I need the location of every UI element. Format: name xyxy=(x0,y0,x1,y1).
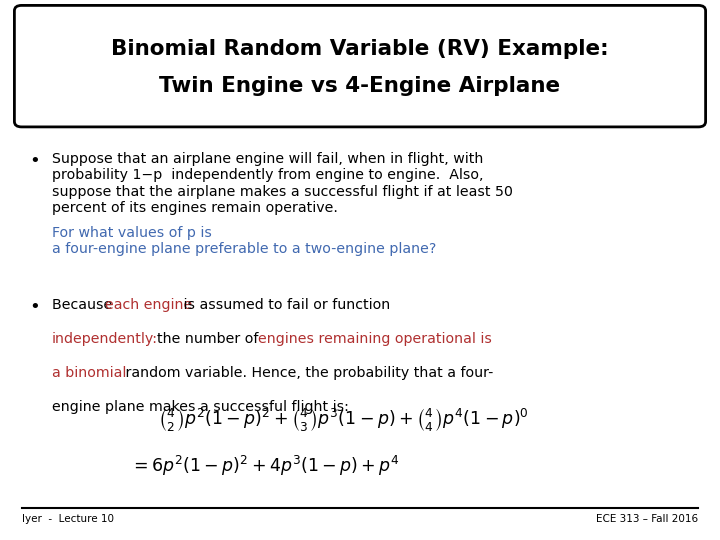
FancyBboxPatch shape xyxy=(14,5,706,127)
Text: independently:: independently: xyxy=(52,332,158,346)
Text: engine plane makes a successful flight is:: engine plane makes a successful flight i… xyxy=(52,400,348,414)
Text: is assumed to fail or function: is assumed to fail or function xyxy=(179,298,390,312)
Text: Twin Engine vs 4-Engine Airplane: Twin Engine vs 4-Engine Airplane xyxy=(159,76,561,97)
Text: For what values of p is
a four-engine plane preferable to a two-engine plane?: For what values of p is a four-engine pl… xyxy=(52,226,436,256)
Text: random variable. Hence, the probability that a four-: random variable. Hence, the probability … xyxy=(121,366,493,380)
Text: Suppose that an airplane engine will fail, when in flight, with
probability 1−p : Suppose that an airplane engine will fai… xyxy=(52,152,513,215)
Text: the number of: the number of xyxy=(148,332,264,346)
Text: each engine: each engine xyxy=(105,298,192,312)
Text: engines remaining operational is: engines remaining operational is xyxy=(258,332,492,346)
Text: •: • xyxy=(29,298,40,316)
Text: a binomial: a binomial xyxy=(52,366,126,380)
Text: Iyer  -  Lecture 10: Iyer - Lecture 10 xyxy=(22,515,114,524)
Text: ECE 313 – Fall 2016: ECE 313 – Fall 2016 xyxy=(596,515,698,524)
Text: $= 6p^2(1-p)^2 + 4p^3(1-p) + p^4$: $= 6p^2(1-p)^2 + 4p^3(1-p) + p^4$ xyxy=(130,454,399,477)
Text: •: • xyxy=(29,152,40,170)
Text: $\binom{4}{2}p^2(1-p)^2 + \binom{4}{3}p^3(1-p) + \binom{4}{4}p^4(1-p)^0$: $\binom{4}{2}p^2(1-p)^2 + \binom{4}{3}p^… xyxy=(158,407,529,434)
Text: Binomial Random Variable (RV) Example:: Binomial Random Variable (RV) Example: xyxy=(111,38,609,59)
Text: Because: Because xyxy=(52,298,117,312)
